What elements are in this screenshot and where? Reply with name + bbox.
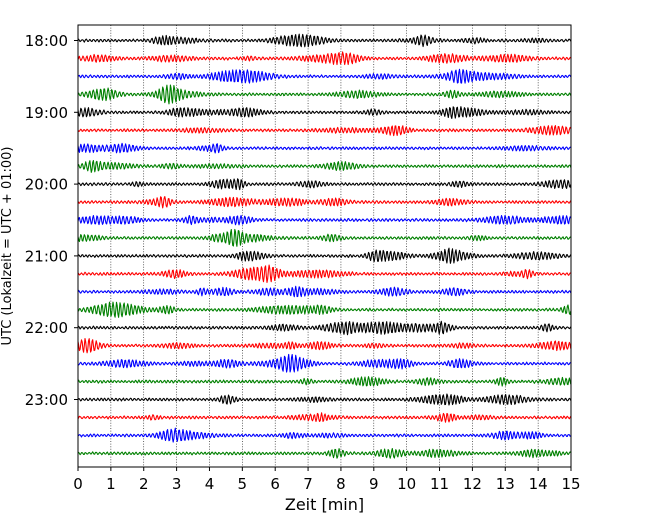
trace-2315 [77, 412, 572, 423]
trace-1900 [77, 106, 572, 120]
trace-1815 [77, 51, 572, 66]
trace-1830 [77, 68, 572, 84]
x-tick-label: 8 [336, 475, 346, 493]
trace-2045 [77, 228, 572, 247]
y-tick-label: 19:00 [25, 104, 68, 122]
trace-2115 [77, 264, 571, 284]
y-tick-label: 22:00 [25, 319, 68, 337]
x-tick-label: 12 [463, 475, 482, 493]
trace-1800 [77, 33, 572, 48]
trace-2245 [77, 376, 572, 387]
x-tick-label: 13 [496, 475, 515, 493]
trace-2100 [77, 247, 572, 264]
x-tick-label: 0 [73, 475, 83, 493]
trace-2130 [77, 285, 572, 298]
trace-2015 [77, 196, 572, 209]
x-tick-label: 5 [238, 475, 248, 493]
y-tick-label: 20:00 [25, 176, 68, 194]
trace-2215 [77, 337, 572, 354]
y-tick-label: 18:00 [25, 32, 68, 50]
y-tick-label: 23:00 [25, 391, 68, 409]
trace-2145 [77, 301, 572, 318]
x-axis-label: Zeit [min] [285, 495, 364, 514]
y-axis-label: UTC (Lokalzeit = UTC + 01:00) [0, 147, 15, 346]
x-tick-label: 4 [205, 475, 215, 493]
x-tick-label: 7 [303, 475, 313, 493]
trace-2000 [77, 178, 572, 191]
trace-2230 [77, 353, 571, 373]
x-tick-label: 9 [369, 475, 379, 493]
plot-frame [77, 24, 572, 468]
x-tick-label: 11 [430, 475, 449, 493]
x-tick-label: 14 [529, 475, 548, 493]
trace-2030 [77, 214, 572, 226]
x-tick-label: 3 [172, 475, 182, 493]
x-tick-label: 10 [397, 475, 416, 493]
x-tick-label: 6 [270, 475, 280, 493]
x-tick-label: 2 [139, 475, 149, 493]
trace-2330 [77, 427, 571, 443]
y-axis-ticks: 18:00 19:00 20:00 21:00 22:00 23:00 [25, 32, 78, 409]
trace-2200 [77, 320, 572, 336]
y-tick-label: 21:00 [25, 247, 68, 265]
vertical-grid [110, 25, 539, 467]
x-tick-label: 15 [561, 475, 580, 493]
seismic-traces [77, 33, 572, 459]
trace-1915 [77, 125, 572, 137]
trace-1945 [77, 160, 572, 173]
trace-2300 [77, 393, 572, 406]
trace-1845 [77, 84, 572, 105]
trace-1930 [77, 142, 571, 154]
x-axis-ticks: 0 1 2 3 4 5 6 7 8 9 10 11 12 13 14 15 [73, 467, 581, 493]
trace-2345 [77, 447, 572, 459]
x-tick-label: 1 [106, 475, 116, 493]
